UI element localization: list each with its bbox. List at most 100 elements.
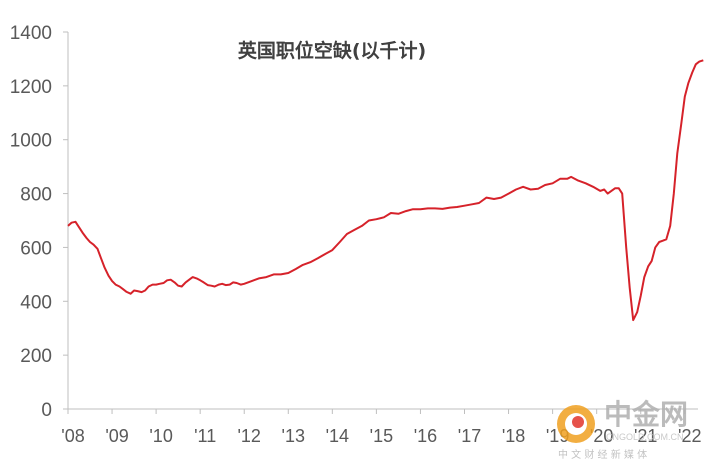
y-axis: 0 200 400 600 800 1000 1200 1400 (10, 23, 69, 421)
data-point (295, 268, 297, 270)
data-point (643, 276, 645, 278)
data-point (207, 284, 209, 286)
data-point (522, 186, 524, 188)
data-point (585, 182, 587, 184)
data-point (695, 63, 697, 65)
data-point (251, 280, 253, 282)
data-point (225, 284, 227, 286)
data-point (144, 290, 146, 292)
data-point (456, 206, 458, 208)
plot-area (67, 59, 704, 322)
data-point (442, 208, 444, 210)
data-point (108, 275, 110, 277)
data-point (486, 197, 488, 199)
x-tick-label: '20 (590, 426, 613, 446)
data-point (339, 241, 341, 243)
data-point (537, 188, 539, 190)
data-point (592, 186, 594, 188)
data-point (166, 279, 168, 281)
x-tick-label: '13 (282, 426, 305, 446)
data-point (185, 281, 187, 283)
data-point (71, 222, 73, 224)
data-point (566, 178, 568, 180)
data-point (702, 59, 704, 61)
data-point (577, 180, 579, 182)
data-point (78, 226, 80, 228)
data-point (243, 283, 245, 285)
data-point (67, 225, 69, 227)
data-point (691, 71, 693, 73)
x-tick-label: '21 (634, 426, 657, 446)
y-tick-label: 1400 (10, 23, 52, 44)
data-point (405, 210, 407, 212)
data-point (122, 288, 124, 290)
data-point (199, 279, 201, 281)
data-point (192, 276, 194, 278)
data-point (559, 178, 561, 180)
x-tick-label: '10 (149, 426, 172, 446)
x-tick-label: '16 (414, 426, 437, 446)
data-point (544, 184, 546, 186)
data-point (148, 286, 150, 288)
data-point (119, 286, 121, 288)
data-point (673, 193, 675, 195)
data-point (662, 240, 664, 242)
data-point (331, 249, 333, 251)
data-point (397, 213, 399, 215)
data-point (133, 290, 135, 292)
data-point (174, 281, 176, 283)
data-point (104, 267, 106, 269)
data-point (419, 208, 421, 210)
data-point (621, 193, 623, 195)
data-point (618, 187, 620, 189)
data-point (170, 279, 172, 281)
y-tick-label: 400 (20, 292, 52, 313)
data-point (361, 225, 363, 227)
x-tick-label: '08 (61, 426, 84, 446)
watermark-url: CNGOLD.COM.CN (606, 432, 684, 442)
x-axis: '08'09'10'11'12'13'14'15'16'17'18'19'20 '… (61, 408, 702, 446)
y-tick-label: 600 (20, 238, 52, 259)
data-point (614, 187, 616, 189)
data-point (258, 277, 260, 279)
y-tick-label: 1200 (10, 77, 52, 98)
data-point (493, 198, 495, 200)
data-point (632, 319, 634, 321)
series-line (67, 59, 704, 322)
x-tick-label: '12 (237, 426, 260, 446)
data-point (317, 257, 319, 259)
data-point (412, 208, 414, 210)
data-point (607, 193, 609, 195)
data-point (647, 265, 649, 267)
data-point (214, 286, 216, 288)
data-point (181, 286, 183, 288)
data-point (383, 216, 385, 218)
data-point (221, 283, 223, 285)
watermark-logo-icon (557, 405, 595, 443)
data-point (353, 229, 355, 231)
x-tick-label: '22 (678, 426, 701, 446)
y-tick-label: 800 (20, 185, 52, 206)
data-point (159, 283, 161, 285)
data-point (75, 221, 77, 223)
data-point (218, 284, 220, 286)
data-point (93, 244, 95, 246)
data-point (188, 279, 190, 281)
data-point (86, 237, 88, 239)
data-point (232, 281, 234, 283)
data-point (302, 264, 304, 266)
data-point (203, 281, 205, 283)
data-point (530, 189, 532, 191)
data-point (698, 61, 700, 63)
data-point (346, 233, 348, 235)
data-point (324, 253, 326, 255)
data-point (210, 285, 212, 287)
data-point (236, 282, 238, 284)
data-point (625, 246, 627, 248)
data-point (680, 123, 682, 125)
y-tick-label: 0 (41, 400, 52, 421)
watermark-tagline: 中 文 财 经 新 媒 体 (558, 448, 647, 461)
data-point (651, 260, 653, 262)
data-point (137, 290, 139, 292)
